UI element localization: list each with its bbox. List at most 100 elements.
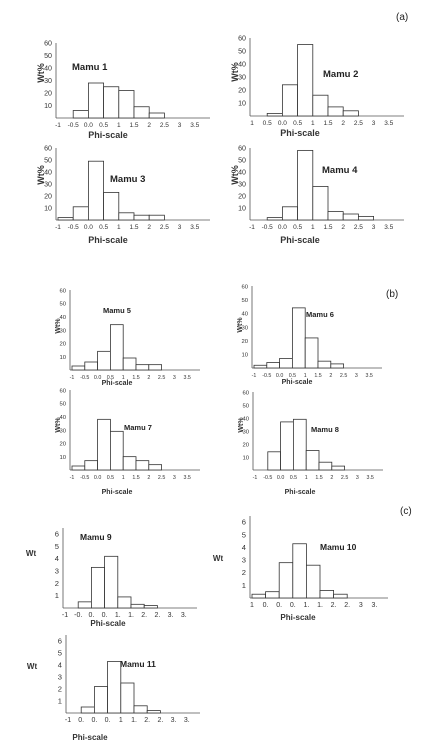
chart-4-x-tick-label: 1.5 [323,224,332,231]
chart-10-y-tick-label: 1 [242,581,246,590]
chart-4-x-tick-label: 3 [372,224,376,231]
panel-label-a: (a) [396,12,408,23]
chart-11-x-tick-label: 0. [91,717,97,724]
chart-4-x-tick-label: 1 [311,224,315,231]
chart-9-x-tick-label: -0. [74,612,82,619]
chart-7-title: Mamu 7 [124,423,152,432]
chart-2-x-tick-label: 0.0 [278,120,287,127]
chart-9-x-tick-label: 2. [141,612,147,619]
chart-6-bar [304,337,319,369]
chart-4-y-tick-label: 40 [238,168,246,176]
chart-3-x-tick-label: -0.5 [68,224,80,231]
chart-9-bar [130,603,145,609]
chart-7-bar [148,464,163,471]
chart-7-x-tick-label: 1.5 [132,475,139,481]
chart-6-x-tick-label: 2.5 [340,373,347,379]
chart-5-y-axis-label: Wt% [55,318,62,334]
chart-10-x-tick-label: 3 [359,602,363,609]
chart-7-x-tick-label: 2 [147,475,150,481]
chart-6-x-tick-label: 1 [304,373,307,379]
chart-3-x-tick-label: 1 [117,224,121,231]
chart-11-bar [146,710,161,714]
chart-8-bar [331,465,345,471]
chart-3-x-tick-label: 0.0 [84,224,93,231]
chart-3-y-tick-label: 60 [44,144,52,152]
chart-2-bar [297,44,314,117]
chart-9-bar [77,601,92,609]
chart-4-y-tick-label: 30 [238,180,246,188]
chart-2-x-tick-label: 1.5 [323,120,332,127]
chart-10-y-tick-label: 3 [242,556,246,565]
chart-5-title: Mamu 5 [103,306,131,315]
chart-8-x-tick-label: 0.5 [290,475,297,481]
chart-10-y-tick-label: 4 [242,543,246,552]
chart-7-y-tick-label: 60 [59,388,66,394]
chart-6-bar [253,364,268,369]
chart-9-y-tick-label: 1 [55,591,59,600]
chart-9-x-axis-label: Phi-scale [90,619,126,628]
chart-8-y-tick-label: 50 [242,403,249,409]
chart-2-y-axis-label: Wt% [230,62,240,82]
chart-6-bar [266,362,280,369]
chart-7-x-tick-label: -1 [70,475,75,481]
chart-2-bar [327,106,344,117]
chart-9-bar [104,555,119,609]
chart-7-y-tick-label: 30 [59,428,66,434]
chart-5-bar [110,324,124,371]
chart-8-title: Mamu 8 [311,425,339,434]
chart-1-bar [148,112,165,119]
chart-10-bar [333,593,348,599]
chart-9-y-tick-label: 3 [55,566,59,575]
chart-2-y-tick-label: 40 [238,60,246,68]
chart-3-bar [88,160,105,221]
chart-11-x-tick-label: 2. [157,717,163,724]
chart-1-bar [103,86,120,119]
chart-6-x-tick-label: -1 [252,373,257,379]
chart-4-x-axis-label: Phi-scale [280,235,320,245]
chart-11-bar [120,682,135,714]
chart-9-x-tick-label: 2. [154,612,160,619]
chart-8-bar [318,461,333,471]
chart-10-x-tick-label: 1 [250,602,254,609]
chart-10-x-tick-label: 3. [371,602,377,609]
chart-6-bar [317,360,332,369]
chart-6-x-tick-label: 0.0 [276,373,283,379]
chart-8-x-tick-label: 1.5 [315,475,322,481]
chart-1-y-tick-label: 20 [44,89,52,97]
chart-8-bar [280,421,294,471]
chart-11-bar [94,686,109,714]
chart-9-x-tick-label: 3. [168,612,174,619]
chart-10-bar [305,564,321,599]
chart-10-y-tick-label: 5 [242,530,246,539]
chart-8-y-tick-label: 60 [242,390,249,396]
chart-6-y-tick-label: 10 [241,353,248,359]
chart-5-x-tick-label: -0.5 [80,375,89,381]
chart-3-bar [148,214,165,221]
chart-3-x-axis-label: Phi-scale [88,235,128,245]
chart-5-bar [97,350,111,371]
chart-7-x-tick-label: 3.5 [184,475,191,481]
chart-2-x-axis-label: Phi-scale [280,128,320,138]
chart-6-x-tick-label: 2 [329,373,332,379]
chart-6-bar [279,358,293,369]
chart-5-x-tick-label: 2.5 [158,375,165,381]
chart-11-y-axis-label: Wt [27,662,38,671]
chart-7-bar [97,418,111,471]
chart-9-x-tick-label: 0. [88,612,94,619]
chart-8-y-tick-label: 10 [242,455,249,461]
chart-8-x-tick-label: 2.5 [341,475,348,481]
chart-5-y-tick-label: 20 [59,342,66,348]
chart-11-x-axis-label: Phi-scale [72,733,108,742]
chart-9-x-tick-label: -1 [62,612,68,619]
chart-7-y-tick-label: 40 [59,415,66,421]
chart-2-y-tick-label: 20 [238,86,246,94]
chart-2-title: Mamu 2 [323,69,358,80]
chart-4-bar [297,149,314,221]
chart-6-x-tick-label: 3.5 [366,373,373,379]
chart-8-x-axis-label: Phi-scale [285,489,316,496]
chart-6-x-tick-label: 0.5 [289,373,296,379]
chart-3-x-tick-label: 1.5 [129,224,138,231]
chart-3-y-tick-label: 40 [44,168,52,176]
chart-9-x-tick-label: 3. [181,612,187,619]
